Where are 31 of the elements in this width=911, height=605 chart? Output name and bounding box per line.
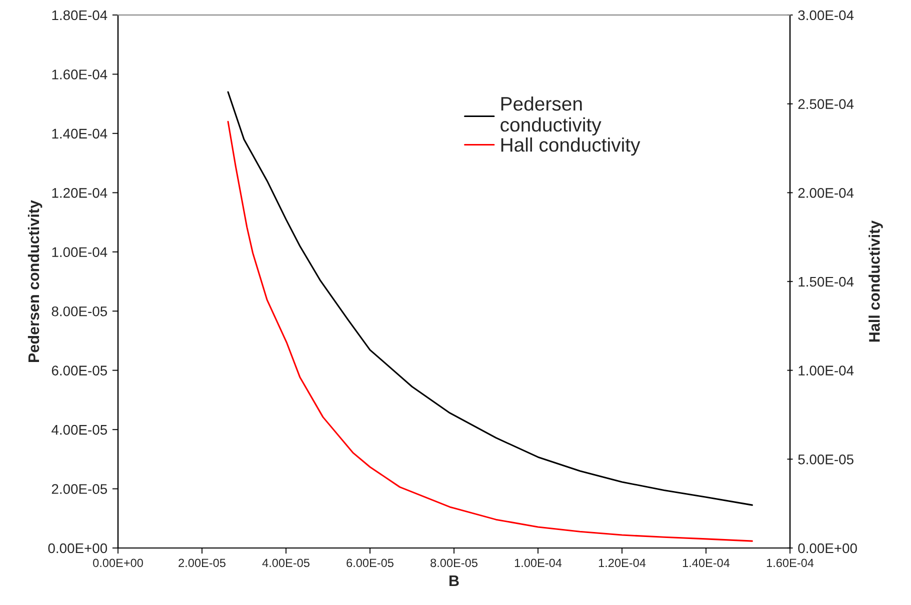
y2-tick-label: 5.00E-05 xyxy=(798,454,854,464)
y-tick-label: 1.40E-04 xyxy=(52,128,108,139)
y2-tick-label: 0.00E+00 xyxy=(798,543,857,554)
x-tick-label: 1.00E-04 xyxy=(514,558,562,568)
x-axis-title: B xyxy=(450,576,459,586)
y2-tick-label: 1.00E-04 xyxy=(798,366,854,376)
x-tick-label: 8.00E-05 xyxy=(430,558,478,568)
legend-label: Pedersen conductivity xyxy=(500,96,602,136)
x-tick-label: 4.00E-05 xyxy=(262,558,310,568)
y2-tick-label: 2.50E-04 xyxy=(798,99,854,110)
x-tick-label: 1.40E-04 xyxy=(682,558,730,568)
x-tick-label: 2.00E-05 xyxy=(178,558,226,568)
legend-label: Hall conductivity xyxy=(501,137,640,156)
y-tick-label: 4.00E-05 xyxy=(52,424,108,435)
y-tick-label: 6.00E-05 xyxy=(52,366,108,376)
y2-tick-label: 2.00E-04 xyxy=(798,188,854,198)
x-tick-label: 0.00E+00 xyxy=(93,558,143,568)
y-tick-label: 1.20E-04 xyxy=(52,188,108,198)
x-tick-label: 1.60E-04 xyxy=(766,558,814,568)
y-tick-label: 1.00E-04 xyxy=(52,247,108,258)
y-tick-label: 1.60E-04 xyxy=(52,70,108,80)
y2-tick-label: 3.00E-04 xyxy=(798,10,854,20)
y-tick-label: 8.00E-05 xyxy=(52,306,108,316)
y-tick-label: 2.00E-05 xyxy=(52,484,108,494)
y-tick-label: 1.80E-04 xyxy=(52,10,108,20)
y2-axis-title: Hall conductivity xyxy=(868,220,883,342)
y2-tick-label: 1.50E-04 xyxy=(798,276,854,287)
x-tick-label: 6.00E-05 xyxy=(346,558,394,568)
y-axis-title: Pedersen conductivity xyxy=(28,200,42,362)
x-tick-label: 1.20E-04 xyxy=(598,558,646,568)
y-tick-label: 0.00E+00 xyxy=(48,543,108,554)
